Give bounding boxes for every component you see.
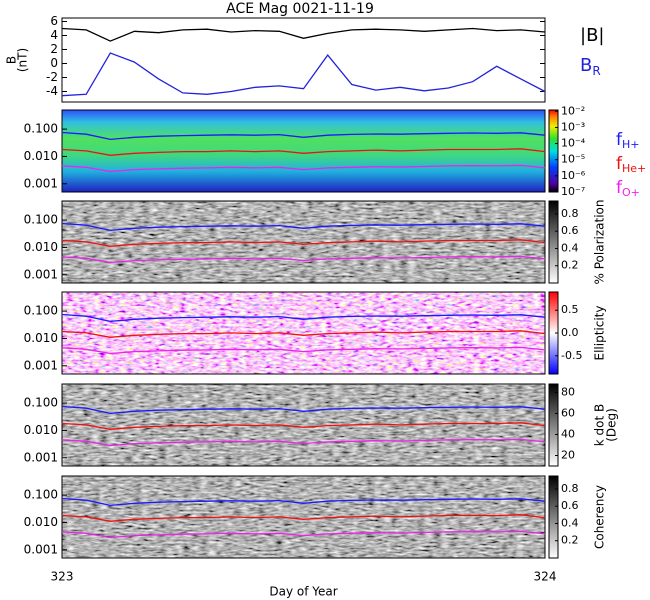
series-line bbox=[61, 164, 546, 173]
series-line bbox=[61, 131, 546, 141]
colorbar-tick-label: 0.5 bbox=[561, 303, 579, 316]
legend-subscript: O+ bbox=[622, 186, 640, 199]
legend-subscript: R bbox=[592, 64, 600, 78]
series-line bbox=[61, 52, 546, 97]
y-tick-label: 4 bbox=[50, 28, 58, 42]
spectrogram-image bbox=[62, 110, 545, 192]
y-tick-label: 0.100 bbox=[24, 396, 58, 410]
legend-name: |B| bbox=[580, 25, 604, 46]
x-tick-label: 324 bbox=[534, 570, 557, 584]
spectrogram-image bbox=[62, 201, 545, 283]
colorbar-tick-label: 0.2 bbox=[561, 259, 579, 272]
x-tick-label: 323 bbox=[51, 570, 74, 584]
y-tick-label: 0.010 bbox=[24, 423, 58, 437]
legend-subscript: H+ bbox=[622, 138, 640, 151]
colorbar-tick-label: 0.8 bbox=[561, 207, 579, 220]
colorbar-tick-label: -0.5 bbox=[561, 349, 582, 362]
series-line bbox=[61, 514, 546, 522]
colorbar-tick-label: 10⁻² bbox=[561, 104, 585, 117]
series-line bbox=[61, 239, 546, 247]
colorbar-label: k dot B bbox=[593, 404, 607, 446]
y-tick-label: 0.001 bbox=[24, 267, 58, 281]
colorbar-tick-label: 0.2 bbox=[561, 534, 579, 547]
legend-label: fH+ bbox=[616, 130, 640, 151]
legend-subscript: He+ bbox=[622, 162, 646, 175]
legend-label: fO+ bbox=[616, 178, 640, 199]
y-tick-label: 0.001 bbox=[24, 542, 58, 556]
legend-label: |B| bbox=[580, 25, 604, 46]
y-tick-label: 0.001 bbox=[24, 176, 58, 190]
colorbar-tick-label: 0.4 bbox=[561, 516, 579, 529]
series-line bbox=[61, 405, 546, 415]
colorbar bbox=[548, 475, 559, 559]
series-line bbox=[61, 438, 546, 447]
colorbar-label: (Deg) bbox=[605, 408, 619, 442]
y-tick-label: 6 bbox=[50, 14, 58, 28]
colorbar-label: Coherency bbox=[593, 485, 607, 549]
colorbar-tick-label: 0.6 bbox=[561, 224, 579, 237]
x-axis-label: Day of Year bbox=[269, 585, 337, 599]
colorbar-tick-label: 10⁻⁴ bbox=[561, 137, 586, 150]
y-tick-label: 2 bbox=[50, 42, 58, 56]
y-tick-label: 0.001 bbox=[24, 450, 58, 464]
legend-name: f bbox=[616, 154, 623, 174]
colorbar bbox=[548, 200, 559, 284]
colorbar-tick-label: 10⁻⁵ bbox=[561, 153, 585, 166]
colorbar-tick-label: 10⁻⁶ bbox=[561, 169, 586, 182]
series-line bbox=[61, 497, 546, 507]
colorbar-tick-label: 40 bbox=[561, 427, 575, 440]
series-line bbox=[61, 27, 546, 42]
series-line bbox=[61, 148, 546, 156]
y-tick-label: 0.010 bbox=[24, 149, 58, 163]
spectrogram-image bbox=[62, 292, 545, 374]
y-tick-label: 0.010 bbox=[24, 331, 58, 345]
series-line bbox=[61, 222, 546, 232]
colorbar-tick-label: 10⁻³ bbox=[561, 120, 585, 133]
series-line bbox=[61, 255, 546, 264]
colorbar-tick-label: 80 bbox=[561, 385, 575, 398]
y-tick-label: 0.010 bbox=[24, 515, 58, 529]
colorbar-tick-label: 0.8 bbox=[561, 482, 579, 495]
series-line bbox=[61, 313, 546, 323]
y-tick-label: 0.100 bbox=[24, 213, 58, 227]
series-line bbox=[61, 530, 546, 539]
colorbar-tick-label: 0.6 bbox=[561, 499, 579, 512]
colorbar-tick-label: 0.0 bbox=[561, 326, 579, 339]
colorbar-tick-label: 0.4 bbox=[561, 241, 579, 254]
legend-label: BR bbox=[580, 55, 601, 78]
spectrogram-image bbox=[62, 476, 545, 558]
legend-label: fHe+ bbox=[616, 154, 646, 175]
colorbar-tick-label: 60 bbox=[561, 406, 575, 419]
y-axis-label: B bbox=[5, 56, 19, 64]
y-tick-label: 0.100 bbox=[24, 304, 58, 318]
y-axis-label: (nT) bbox=[16, 48, 30, 72]
colorbar bbox=[548, 109, 559, 193]
spectrogram-image bbox=[62, 384, 545, 466]
y-tick-label: 0.010 bbox=[24, 240, 58, 254]
colorbar-label: Ellipticity bbox=[593, 306, 607, 361]
y-tick-label: 0 bbox=[50, 56, 58, 70]
plot-frame bbox=[61, 17, 546, 103]
legend-name: B bbox=[580, 55, 592, 76]
colorbar bbox=[548, 383, 559, 467]
colorbar-label: % Polarization bbox=[593, 200, 607, 285]
y-tick-label: -2 bbox=[46, 70, 58, 84]
legend-name: f bbox=[616, 130, 623, 150]
legend-name: f bbox=[616, 178, 623, 198]
y-tick-label: 0.100 bbox=[24, 122, 58, 136]
chart-title: ACE Mag 0021-11-19 bbox=[226, 1, 374, 17]
series-line bbox=[61, 346, 546, 355]
y-tick-label: 0.001 bbox=[24, 358, 58, 372]
y-tick-label: 0.100 bbox=[24, 488, 58, 502]
y-tick-label: -4 bbox=[46, 84, 58, 98]
series-line bbox=[61, 330, 546, 338]
series-line bbox=[61, 422, 546, 430]
colorbar-tick-label: 10⁻⁷ bbox=[561, 185, 585, 198]
colorbar-tick-label: 20 bbox=[561, 448, 575, 461]
